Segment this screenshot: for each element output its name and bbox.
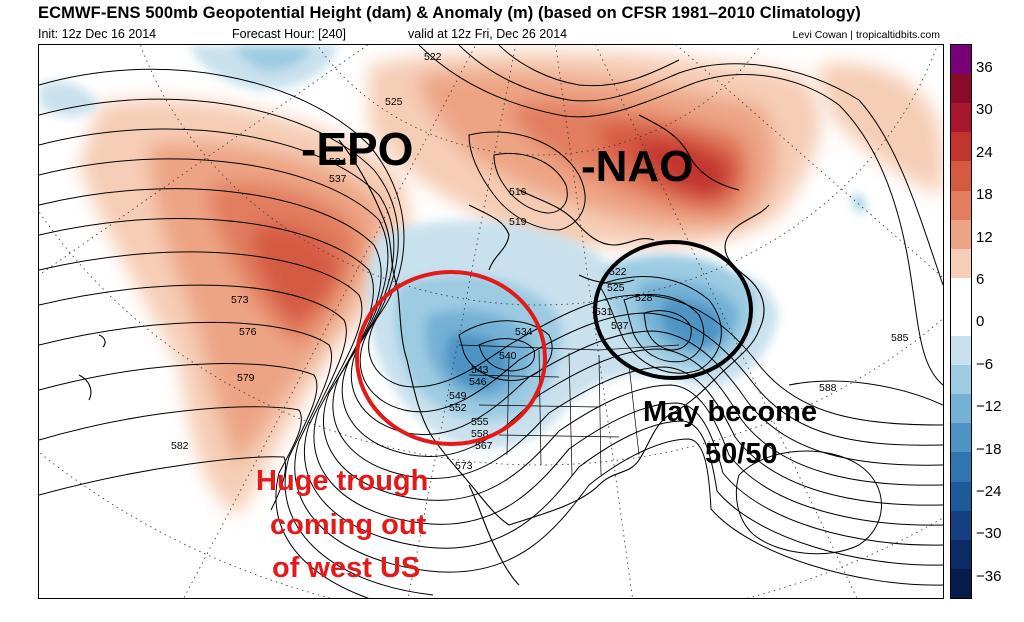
colorbar-segment [951,568,971,599]
contour-label: 585 [891,332,909,344]
fifty-annotation-line1: May become [643,396,817,428]
colorbar-segment [951,306,971,337]
contour-label: 537 [329,173,347,185]
colorbar-tick-label: −30 [976,525,1002,543]
colorbar-tick-label: 30 [976,101,993,119]
contour-label: 588 [819,382,837,394]
coastlines [78,114,770,586]
contour-label: 543 [471,364,489,376]
contour-label: 549 [449,390,467,402]
colorbar-tick-label: 18 [976,186,993,204]
colorbar-segment [951,277,971,308]
colorbar-segment [951,45,971,75]
colorbar-tick-label: 36 [976,59,993,76]
contour-label: 579 [237,372,255,384]
contour-label: 534 [329,156,347,168]
valid-time: valid at 12z Fri, Dec 26 2014 [408,27,568,41]
map-panel: 522 525 516 519 534 537 522 525 528 531 … [38,44,944,599]
nao-annotation: -NAO [581,142,693,191]
colorbar-segment [951,336,971,366]
anomaly-colorbar [950,44,972,599]
contour-label: 546 [469,376,487,388]
colorbar-segment [951,190,971,221]
colorbar-segment [951,539,971,570]
colorbar-segment [951,423,971,453]
contour-label: 522 [609,266,627,278]
contour-label: 525 [385,96,403,108]
contour-label: 540 [499,350,517,362]
colorbar-segment [951,452,971,483]
colorbar-segment [951,103,971,133]
colorbar-segment [951,219,971,250]
colorbar-segment [951,248,971,279]
contour-label: 552 [449,402,467,414]
colorbar-segment [951,161,971,191]
colorbar-segment [951,74,971,104]
contour-label: 531 [595,306,613,318]
anomaly-shading [39,45,943,515]
height-contours [39,45,943,598]
trough-annotation-line3: of west US [272,552,420,584]
colorbar-segment [951,365,971,395]
contour-label: 525 [607,282,625,294]
colorbar-tick-label: 0 [976,313,985,331]
colorbar-tick-label: 12 [976,228,993,246]
map-canvas: 522 525 516 519 534 537 522 525 528 531 … [39,45,943,598]
colorbar-tick-label: 24 [976,143,993,161]
colorbar-segment [951,510,971,541]
contour-label: 537 [611,320,629,332]
trough-circle [355,270,547,446]
contour-label: 522 [424,51,442,63]
colorbar-tick-label: −18 [976,440,1002,458]
contour-labels: 522 525 516 519 534 537 522 525 528 531 … [171,51,909,472]
contour-label: 534 [515,326,533,338]
colorbar-tick-label: −12 [976,398,1002,416]
contour-label: 576 [239,326,257,338]
contour-label: 567 [475,440,493,452]
contour-label: 582 [171,440,189,452]
trough-annotation-line2: coming out [270,509,427,541]
colorbar-segment [951,394,971,424]
colorbar-tick-label: −36 [976,567,1002,585]
chart-title: ECMWF-ENS 500mb Geopotential Height (dam… [38,4,861,22]
contour-label: 528 [635,292,653,304]
fifty-fifty-circle [593,240,753,380]
colorbar-segment [951,481,971,512]
trough-annotation-line1: Huge trough [256,465,428,497]
colorbar-tick-label: −6 [976,355,994,373]
fifty-annotation-line2: 50/50 [705,438,778,470]
colorbar-tick-label: 6 [976,271,985,288]
author-credit: Levi Cowan | tropicaltidbits.com [792,29,940,41]
colorbar-segment [951,132,971,162]
contour-label: 573 [455,460,473,472]
init-time: Init: 12z Dec 16 2014 [38,27,157,41]
contour-label: 519 [509,216,527,228]
colorbar-tick-label: −24 [976,483,1002,500]
contour-label: 516 [509,186,527,198]
contour-label: 573 [231,294,249,306]
epo-annotation: -EPO [301,123,413,175]
forecast-hour: Forecast Hour: [240] [232,27,346,41]
lat-lon-grid [39,45,943,598]
contour-label: 555 [471,416,489,428]
